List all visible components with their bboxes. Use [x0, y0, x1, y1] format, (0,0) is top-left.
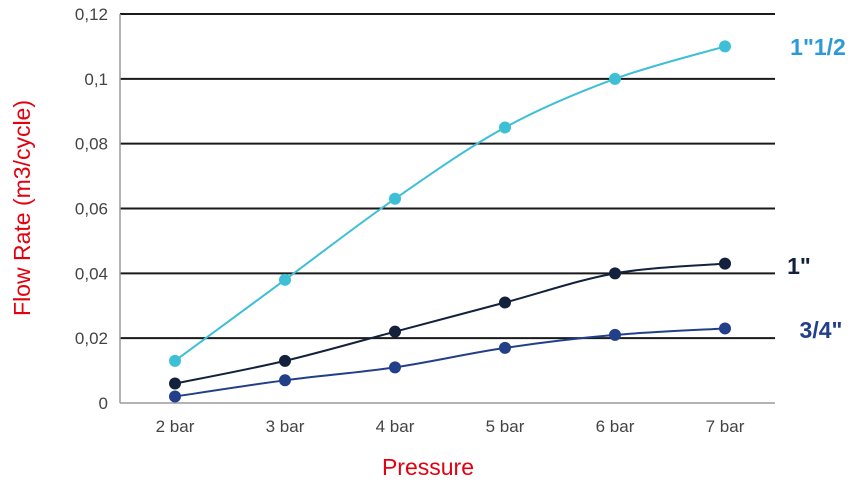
- series-label: 1"1/2: [790, 34, 846, 60]
- series-label: 3/4": [800, 317, 843, 343]
- y-tick-label: 0,02: [75, 329, 108, 348]
- y-tick-label: 0,08: [75, 135, 108, 154]
- y-tick-label: 0,1: [84, 70, 108, 89]
- data-point: [609, 72, 621, 85]
- x-tick-label: 5 bar: [486, 417, 525, 436]
- grid-lines: [119, 13, 775, 404]
- series-line: [174, 45, 726, 362]
- series-line: [174, 327, 726, 398]
- x-axis-title: Pressure: [382, 454, 474, 480]
- data-point: [279, 354, 291, 367]
- data-point: [719, 322, 731, 335]
- data-point: [279, 374, 291, 387]
- data-point: [609, 328, 621, 341]
- series-labels: 1"1/2 1" 3/4": [787, 34, 846, 343]
- data-point: [499, 121, 511, 134]
- data-point: [169, 390, 181, 403]
- y-tick-label: 0,06: [75, 200, 108, 219]
- data-point: [499, 296, 511, 309]
- data-point: [609, 267, 621, 280]
- x-tick-label: 3 bar: [266, 417, 305, 436]
- series-lines: [169, 40, 731, 403]
- series-label: 1": [787, 253, 811, 279]
- data-point: [719, 257, 731, 270]
- x-tick-label: 4 bar: [376, 417, 415, 436]
- data-point: [279, 273, 291, 286]
- data-point: [169, 354, 181, 367]
- data-point: [389, 325, 401, 338]
- data-point: [389, 361, 401, 374]
- data-point: [389, 192, 401, 205]
- y-tick-label: 0,04: [75, 264, 108, 283]
- series-line: [174, 262, 726, 385]
- y-tick-labels: 0 0,02 0,04 0,06 0,08 0,1 0,12: [75, 5, 108, 413]
- x-tick-label: 2 bar: [156, 417, 195, 436]
- x-tick-label: 6 bar: [596, 417, 635, 436]
- y-tick-label: 0: [99, 394, 108, 413]
- x-tick-label: 7 bar: [706, 417, 745, 436]
- x-tick-labels: 2 bar 3 bar 4 bar 5 bar 6 bar 7 bar: [156, 417, 745, 436]
- data-point: [719, 40, 731, 53]
- y-axis-title: Flow Rate (m3/cycle): [9, 100, 35, 316]
- y-tick-label: 0,12: [75, 5, 108, 24]
- data-point: [499, 341, 511, 354]
- data-point: [169, 377, 181, 390]
